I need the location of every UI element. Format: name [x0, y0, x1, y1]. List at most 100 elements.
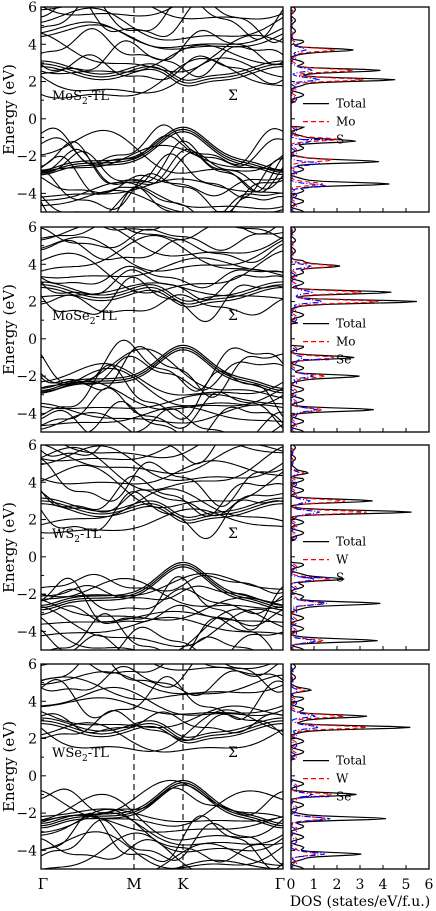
- conduction-band-line: [41, 54, 283, 85]
- y-tick-label: 2: [28, 75, 37, 91]
- valence-band-line: [41, 144, 283, 173]
- sigma-label: Σ: [228, 745, 238, 761]
- valence-band-line: [41, 584, 283, 603]
- valence-band-line: [41, 838, 283, 863]
- panel-label: MoSe2-TL: [52, 309, 117, 327]
- conduction-band-line: [41, 7, 283, 41]
- legend-entry: W: [336, 553, 349, 567]
- valence-band-line: [41, 604, 283, 627]
- y-tick-label: 2: [28, 732, 37, 748]
- conduction-band-line: [41, 236, 283, 272]
- panel-label-main: WS: [52, 527, 74, 542]
- dos-curve-se: [291, 664, 331, 869]
- conduction-band-line: [41, 7, 283, 20]
- sigma-label: Σ: [228, 308, 238, 324]
- conduction-band-line: [41, 265, 283, 289]
- legend-entry: Total: [336, 754, 366, 768]
- sigma-label: Σ: [228, 88, 238, 104]
- k-point-label: M: [126, 875, 141, 893]
- valence-band-line: [41, 189, 283, 212]
- panel-label-main: MoS: [52, 89, 82, 104]
- conduction-band-line: [41, 686, 283, 717]
- valence-band-line: [41, 808, 283, 823]
- conduction-band-line: [41, 723, 283, 744]
- dos-x-axis-title: DOS (states/eV/f.u.): [290, 894, 430, 910]
- legend-entry: Total: [336, 317, 366, 331]
- conduction-band-line: [41, 675, 283, 721]
- y-tick-label: 6: [28, 220, 37, 236]
- legend-entry: Mo: [336, 335, 356, 349]
- valence-band-line: [41, 811, 283, 846]
- dos-curve-total: [291, 445, 412, 650]
- valence-band-line: [41, 610, 283, 625]
- valence-band-line: [41, 363, 283, 396]
- conduction-band-line: [41, 32, 283, 73]
- legend-entry: Mo: [336, 115, 356, 129]
- y-tick-label: 0: [28, 769, 37, 785]
- valence-band-line: [41, 181, 283, 210]
- y-tick-label: 2: [28, 295, 37, 311]
- panel-label-suffix: -TL: [80, 527, 102, 542]
- valence-band-line: [41, 405, 283, 427]
- valence-band-line: [41, 408, 283, 432]
- panel-label-sub: 2: [90, 317, 96, 327]
- dos-curve-total: [291, 7, 396, 212]
- legend-entry: S: [336, 571, 344, 585]
- valence-band-line: [41, 787, 283, 816]
- conduction-band-line: [41, 250, 283, 294]
- conduction-band-line: [41, 665, 283, 697]
- y-tick-label: 0: [28, 550, 37, 566]
- y-tick-label: −4: [16, 843, 37, 859]
- valence-band-line: [41, 135, 283, 167]
- conduction-band-line: [41, 674, 283, 701]
- dos-curves: [291, 445, 412, 650]
- band-lines: [41, 664, 283, 869]
- conduction-band-line: [41, 458, 283, 508]
- conduction-band-line: [41, 7, 283, 44]
- dos-curve-total: [291, 664, 411, 869]
- valence-band-line: [41, 616, 283, 637]
- conduction-band-line: [41, 664, 279, 677]
- conduction-band-line: [41, 24, 283, 50]
- conduction-band-line: [41, 234, 283, 277]
- conduction-band-line: [41, 57, 283, 94]
- valence-band-line: [41, 572, 283, 598]
- valence-band-line: [41, 412, 283, 432]
- panel-label-sub: 2: [82, 754, 88, 764]
- conduction-band-line: [41, 717, 283, 738]
- conduction-band-line: [41, 508, 283, 534]
- y-tick-label: −2: [16, 369, 37, 385]
- valence-band-line: [64, 400, 283, 432]
- dos-x-tick-label: 6: [425, 877, 434, 893]
- panel-label: WSe2-TL: [52, 746, 109, 764]
- y-tick-label: 6: [28, 657, 37, 673]
- conduction-band-line: [41, 446, 283, 491]
- panel-label-sub: 2: [74, 535, 80, 545]
- valence-band-line: [41, 150, 283, 190]
- conduction-band-line: [41, 497, 283, 518]
- y-tick-label: 6: [28, 0, 37, 16]
- y-tick-label: −4: [16, 186, 37, 202]
- panel-label: MoS2-TL: [52, 89, 109, 107]
- y-axis-title: Energy (eV): [0, 721, 18, 812]
- legend-entry: Total: [336, 97, 366, 111]
- conduction-band-line: [41, 63, 283, 84]
- valence-band-line: [41, 608, 283, 650]
- conduction-band-line: [41, 445, 283, 481]
- y-tick-label: 4: [28, 257, 37, 273]
- valence-band-line: [41, 402, 283, 424]
- legend-entry: W: [336, 772, 349, 786]
- dos-x-tick-label: 1: [310, 877, 319, 893]
- valence-band-top: [41, 561, 283, 606]
- conduction-band-line: [41, 488, 283, 526]
- conduction-band-line: [41, 66, 283, 87]
- dos-curve-s: [291, 445, 327, 650]
- y-tick-label: −4: [16, 406, 37, 422]
- band-axes-frame: [40, 6, 284, 213]
- valence-band-line: [41, 793, 283, 841]
- valence-band-top: [41, 126, 283, 171]
